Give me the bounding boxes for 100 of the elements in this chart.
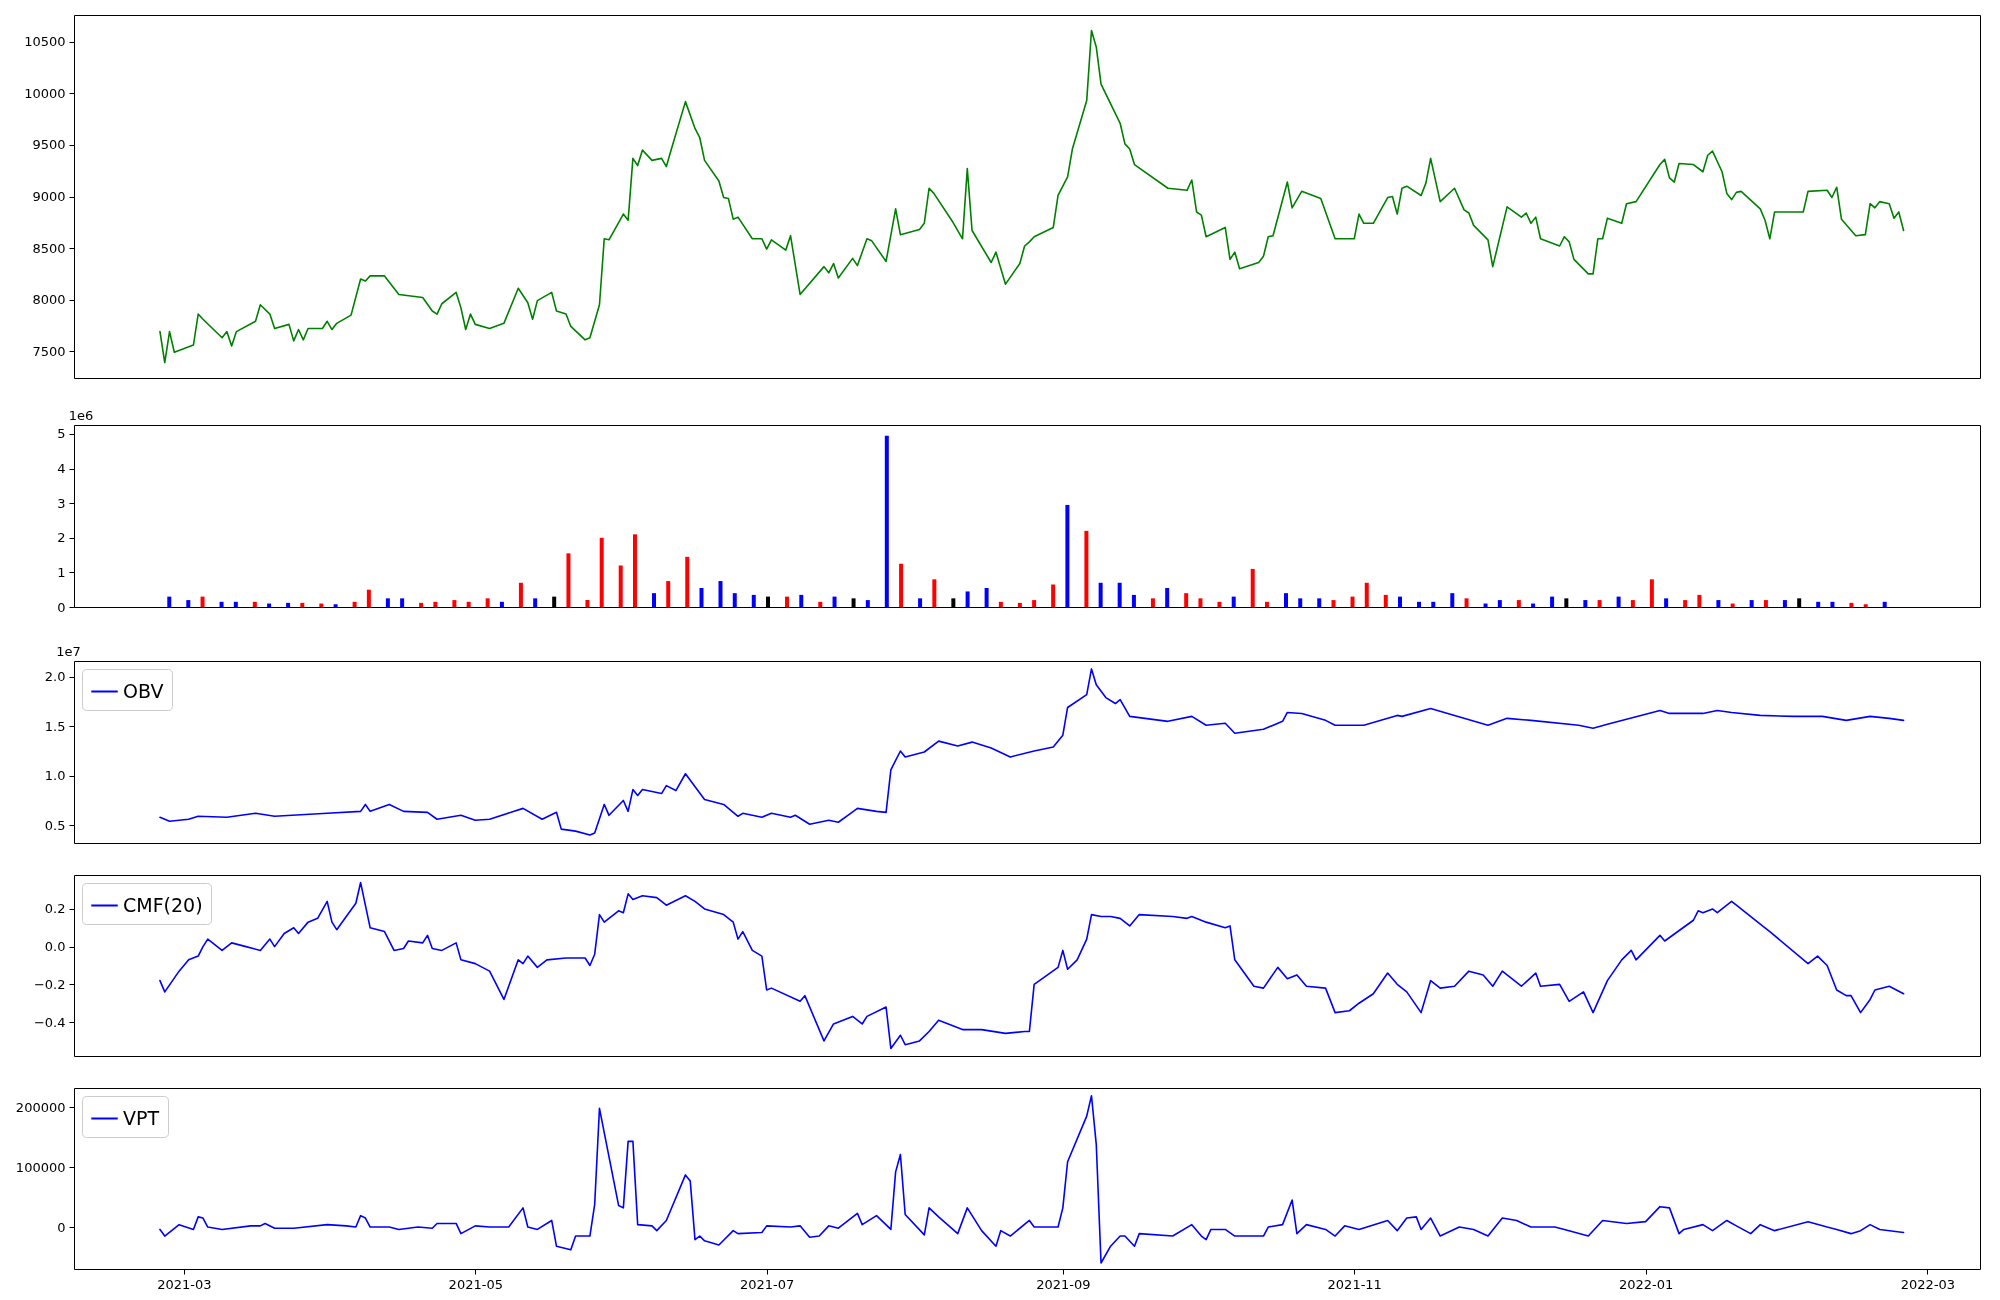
bar: [466, 601, 471, 607]
y-tick-label: 8500: [32, 240, 66, 256]
bar: [485, 598, 490, 607]
y-tick-label: 7500: [32, 343, 66, 359]
bar: [632, 534, 637, 607]
bar: [352, 601, 357, 607]
bar: [1364, 582, 1369, 607]
bar: [685, 556, 690, 607]
bar: [1198, 598, 1203, 607]
x-tick-label: 2022-03: [1900, 1276, 1956, 1292]
bar: [1497, 600, 1502, 607]
y-tick-label: 0.0: [44, 939, 66, 955]
y-tick-label: −0.4: [33, 1014, 66, 1030]
y-tick-label: 0: [57, 599, 66, 615]
bar: [1882, 601, 1887, 607]
y-tick-label: 0.2: [44, 901, 66, 917]
bar: [1331, 600, 1336, 607]
y-tick-label: 3: [57, 495, 66, 511]
y-tick-label: 4: [57, 461, 66, 477]
bar: [699, 587, 704, 607]
bar: [718, 581, 723, 607]
bar: [785, 596, 790, 607]
legend-label: OBV: [123, 679, 164, 702]
bar: [499, 601, 504, 607]
x-tick-label: 2021-05: [448, 1276, 503, 1292]
bar: [1664, 598, 1669, 607]
y-tick-label: 9000: [32, 189, 66, 204]
y-tick-label: 1.5: [44, 718, 66, 734]
bar: [1065, 504, 1070, 607]
text: 1e6: [68, 408, 94, 423]
bar: [599, 537, 604, 607]
y-tick-label: 100000: [15, 1159, 66, 1175]
y-tick-label: 10000: [24, 85, 66, 101]
legend-label: CMF(20): [123, 893, 203, 916]
bar: [1683, 600, 1688, 607]
bar: [167, 596, 172, 607]
y-tick-label: 10500: [24, 34, 66, 50]
bar: [799, 594, 804, 607]
y-tick-label: −0.2: [33, 976, 66, 992]
bar: [751, 594, 756, 607]
bar: [518, 582, 523, 607]
x-tick-label: 2021-09: [1036, 1276, 1091, 1292]
bar: [1383, 594, 1388, 607]
bar: [832, 596, 837, 607]
bar: [1716, 600, 1721, 607]
bar: [186, 600, 191, 607]
bar: [1350, 596, 1355, 607]
bar: [1084, 530, 1089, 607]
bar: [233, 601, 238, 607]
bar: [1317, 598, 1322, 607]
bar: [1417, 601, 1422, 607]
bar: [1597, 600, 1602, 607]
bar: [1763, 600, 1768, 607]
bar: [1697, 594, 1702, 607]
bar: [1630, 600, 1635, 607]
bar: [1782, 600, 1787, 607]
bar: [333, 604, 338, 607]
x-tick-label: 2021-03: [157, 1276, 212, 1292]
y-tick-label: 5: [57, 426, 66, 442]
bar: [865, 600, 870, 607]
bar: [1550, 596, 1555, 607]
y-tick-label: 200000: [15, 1099, 66, 1115]
bar: [1450, 593, 1455, 607]
bar: [219, 601, 224, 607]
bar: [618, 565, 623, 607]
bar: [433, 601, 438, 607]
bar: [651, 593, 656, 607]
bar: [1849, 602, 1854, 607]
y-tick-label: 0: [57, 1219, 66, 1235]
bar: [818, 601, 823, 607]
x-tick-label: 2021-07: [739, 1276, 795, 1292]
text: 1e7: [56, 644, 81, 659]
bar: [1516, 600, 1521, 607]
bar: [452, 600, 457, 607]
bar: [666, 581, 671, 607]
x-tick-label: 2021-11: [1327, 1276, 1382, 1292]
bar: [1098, 582, 1103, 607]
bar: [732, 593, 737, 607]
bar: [1131, 594, 1136, 607]
bar: [1017, 602, 1022, 607]
bar: [300, 602, 305, 607]
bar: [1863, 604, 1868, 607]
bar: [1117, 582, 1122, 607]
bar: [1184, 593, 1189, 607]
bar: [965, 591, 970, 607]
y-tick-label: 1: [57, 564, 66, 580]
bar: [1398, 596, 1403, 607]
bar: [1816, 601, 1821, 607]
bar: [1165, 587, 1170, 607]
bar: [400, 598, 405, 607]
bar: [1464, 598, 1469, 607]
bar: [286, 602, 291, 607]
x-tick-label: 2022-01: [1618, 1276, 1674, 1292]
bar: [533, 598, 538, 607]
bar: [585, 600, 590, 607]
bar: [419, 602, 424, 607]
bar: [1830, 601, 1835, 607]
bar: [918, 598, 923, 607]
bar: [1250, 568, 1255, 607]
bar: [1231, 596, 1236, 607]
